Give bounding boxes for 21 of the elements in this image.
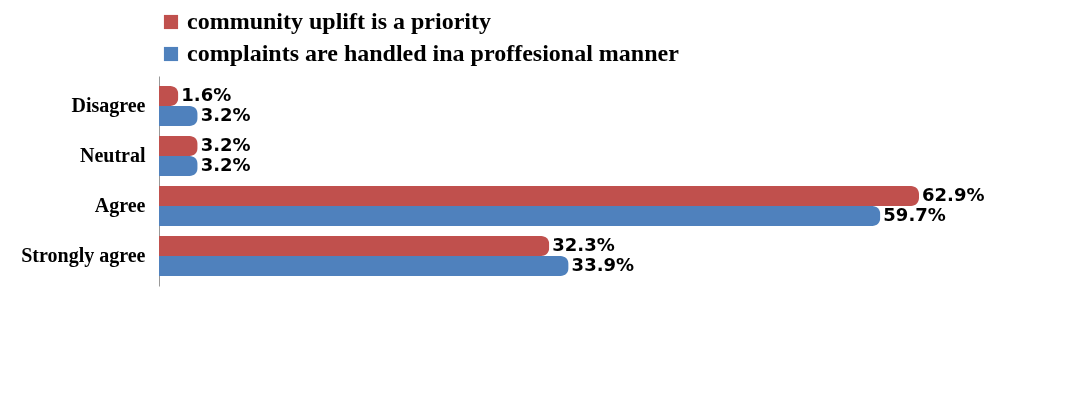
bar xyxy=(159,156,198,176)
y-tick-label: Neutral xyxy=(79,144,146,166)
bar xyxy=(159,136,198,156)
data-label: 32.3% xyxy=(552,234,615,255)
data-label: 3.2% xyxy=(200,104,251,125)
y-tick-label: Agree xyxy=(94,194,146,217)
data-label: 3.2% xyxy=(200,134,251,155)
bar xyxy=(159,256,569,276)
data-label: 59.7% xyxy=(883,204,946,225)
legend-label: complaints are handled ina proffesional manner xyxy=(187,40,680,66)
bar xyxy=(159,186,919,206)
data-label: 3.2% xyxy=(200,154,251,175)
y-tick-label: Strongly agree xyxy=(21,244,146,267)
bar xyxy=(159,206,881,226)
legend-label: community uplift is a priority xyxy=(187,8,491,34)
y-tick-label: Disagree xyxy=(71,94,146,117)
bar xyxy=(159,236,550,256)
data-label: 33.9% xyxy=(571,254,635,275)
data-label: 1.6% xyxy=(181,84,232,105)
data-label: 62.9% xyxy=(922,184,985,205)
bar xyxy=(159,106,198,126)
